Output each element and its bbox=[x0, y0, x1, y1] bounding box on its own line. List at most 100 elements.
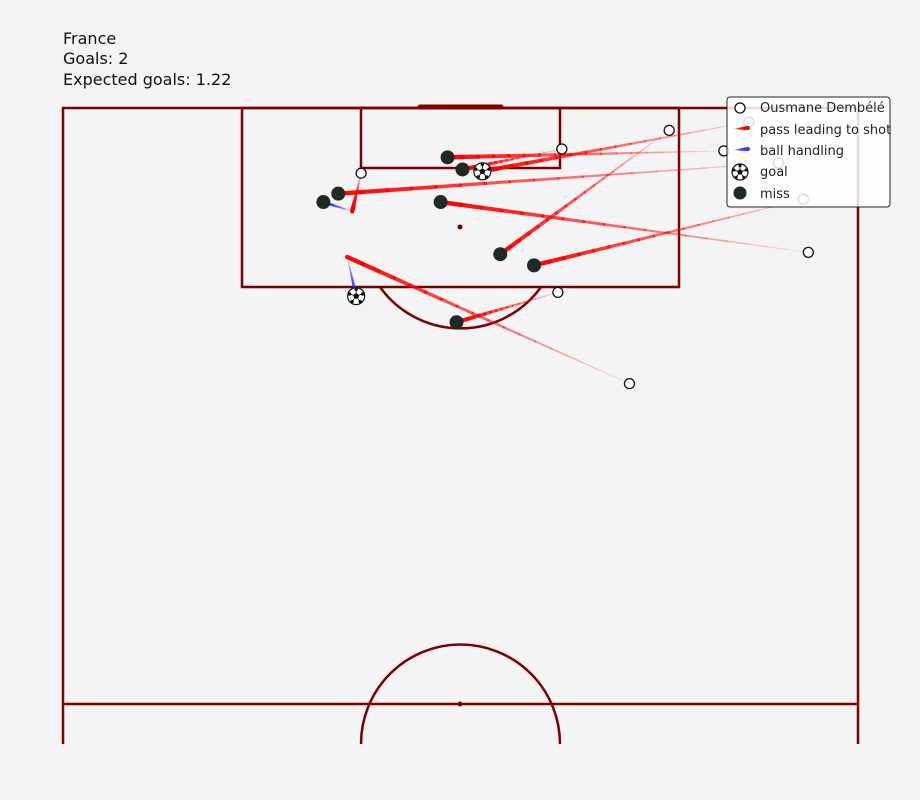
pass-line-9-segment bbox=[439, 297, 459, 308]
pass-origin-marker-4 bbox=[355, 167, 367, 179]
ball-handling-line-4-segment bbox=[346, 209, 350, 211]
legend-handling-swatch bbox=[733, 147, 750, 152]
miss-marker-4 bbox=[316, 195, 331, 210]
legend-goal-ball-edge-patch bbox=[744, 168, 748, 172]
pass-line-1-segment bbox=[524, 158, 544, 165]
pass-line-5-segment bbox=[550, 149, 557, 152]
pass-line-6-segment bbox=[643, 228, 667, 234]
ball-handling-line-4-segment bbox=[341, 207, 345, 210]
pass-line-9-segment bbox=[518, 333, 537, 343]
pass-line-9-segment bbox=[345, 254, 366, 267]
pass-line-3-segment bbox=[385, 186, 414, 193]
pass-line-8-segment bbox=[546, 255, 567, 264]
pass-line-7-segment bbox=[630, 150, 642, 159]
ball-handling-line-4-segment bbox=[348, 209, 352, 212]
pass-line-1-segment bbox=[495, 163, 515, 171]
pass-line-9-segment bbox=[423, 290, 443, 301]
pass-line-8-segment bbox=[727, 213, 745, 219]
pass-line-7-segment bbox=[545, 211, 559, 222]
legend-player-marker bbox=[734, 102, 746, 114]
pass-line-9-segment bbox=[502, 326, 521, 336]
pass-line-3-segment bbox=[434, 183, 463, 189]
pass-line-9-segment bbox=[597, 369, 615, 378]
legend-pass-wedge bbox=[733, 126, 750, 131]
legend-goal-ball-center-patch bbox=[737, 168, 743, 175]
ball-handling-line-4-segment bbox=[350, 210, 353, 212]
goal-marker-9-edge-patch bbox=[354, 287, 358, 291]
legend-goal-ball-seam bbox=[742, 169, 747, 172]
legend-miss-label: miss bbox=[760, 187, 790, 202]
pass-line-9-segment bbox=[408, 283, 428, 294]
pass-line-1-segment bbox=[673, 132, 691, 137]
pass-line-9-segment bbox=[376, 269, 397, 281]
pass-line-6-segment bbox=[561, 217, 586, 224]
pass-line-8-segment bbox=[712, 216, 730, 223]
legend-goal-marker bbox=[731, 163, 749, 181]
pass-line-9-segment bbox=[581, 361, 599, 371]
pass-line-1-segment bbox=[614, 142, 632, 148]
legend: Ousmane Dembélé pass leading to shot bal… bbox=[726, 96, 891, 208]
pass-line-1-segment bbox=[539, 155, 559, 163]
legend-miss-marker bbox=[733, 186, 747, 200]
shot-markers bbox=[316, 150, 542, 330]
pass-line-3-segment bbox=[483, 180, 512, 185]
pass-origin-marker-6 bbox=[802, 246, 814, 258]
pass-line-1-segment bbox=[584, 147, 603, 154]
pass-origin-marker-10 bbox=[552, 286, 564, 299]
pass-line-3-segment bbox=[679, 167, 706, 171]
pass-line-5-segment bbox=[527, 153, 536, 157]
center-spot bbox=[457, 701, 463, 707]
legend-frame bbox=[726, 96, 891, 208]
pass-origin-marker-5 bbox=[556, 143, 568, 155]
pass-line-9-segment bbox=[392, 276, 412, 288]
pass-line-7-segment bbox=[611, 163, 624, 173]
pass-line-8-segment bbox=[697, 220, 715, 226]
pass-line-10-segment bbox=[546, 293, 553, 297]
pass-line-6-segment bbox=[458, 202, 484, 210]
pass-line-9-segment bbox=[566, 354, 584, 364]
pass-line-5-segment bbox=[522, 154, 530, 158]
pass-line-3-segment bbox=[508, 178, 536, 184]
pass-line-7-segment bbox=[602, 170, 614, 180]
pass-line-8-segment bbox=[637, 234, 656, 242]
legend-player-label: Ousmane Dembélé bbox=[760, 101, 885, 116]
pass-line-9 bbox=[345, 254, 630, 385]
pass-line-3-segment bbox=[458, 181, 487, 187]
pass-line-1-segment bbox=[629, 140, 647, 146]
pass-origin-marker-7 bbox=[663, 124, 675, 137]
pass-line-6-segment bbox=[500, 208, 525, 216]
pass-line-7-segment bbox=[592, 177, 605, 187]
pass-line-7-segment bbox=[555, 204, 568, 215]
pass-line-9-segment bbox=[550, 347, 568, 357]
team-name: France bbox=[63, 29, 116, 48]
goal-marker-1-center-patch bbox=[479, 168, 486, 174]
pass-line-6-segment bbox=[684, 234, 708, 240]
goal-marker-1-seam bbox=[485, 168, 490, 171]
pass-line-3-segment bbox=[557, 175, 585, 180]
pass-line-7-segment bbox=[564, 197, 577, 208]
ball-handling-line-4-segment bbox=[340, 206, 344, 210]
pass-line-10-segment bbox=[517, 301, 526, 305]
pass-line-1-segment bbox=[659, 134, 676, 140]
pass-line-7-segment bbox=[583, 184, 596, 194]
pass-line-6-segment bbox=[520, 211, 545, 218]
goal-marker-9-edge-patch bbox=[347, 292, 352, 296]
pass-line-3-segment bbox=[532, 176, 560, 182]
goal-marker-1 bbox=[473, 162, 492, 181]
pass-line-8-segment bbox=[742, 209, 760, 215]
pass-line-8-segment bbox=[667, 227, 685, 234]
pass-line-9-segment bbox=[487, 319, 506, 329]
pass-line-10-segment bbox=[523, 299, 531, 304]
pass-line-6-segment bbox=[623, 225, 647, 232]
pass-line-8-segment bbox=[622, 238, 641, 245]
pass-line-3-segment bbox=[655, 168, 682, 173]
pass-line-6-segment bbox=[766, 246, 789, 251]
goal-marker-9-seam bbox=[349, 293, 354, 296]
center-circle bbox=[359, 643, 562, 745]
miss-marker-7 bbox=[493, 247, 508, 262]
goal-marker-9-seam bbox=[359, 293, 363, 296]
pass-line-8-segment bbox=[652, 230, 671, 238]
pass-line-1-segment bbox=[644, 137, 661, 143]
penalty-area bbox=[240, 106, 681, 289]
